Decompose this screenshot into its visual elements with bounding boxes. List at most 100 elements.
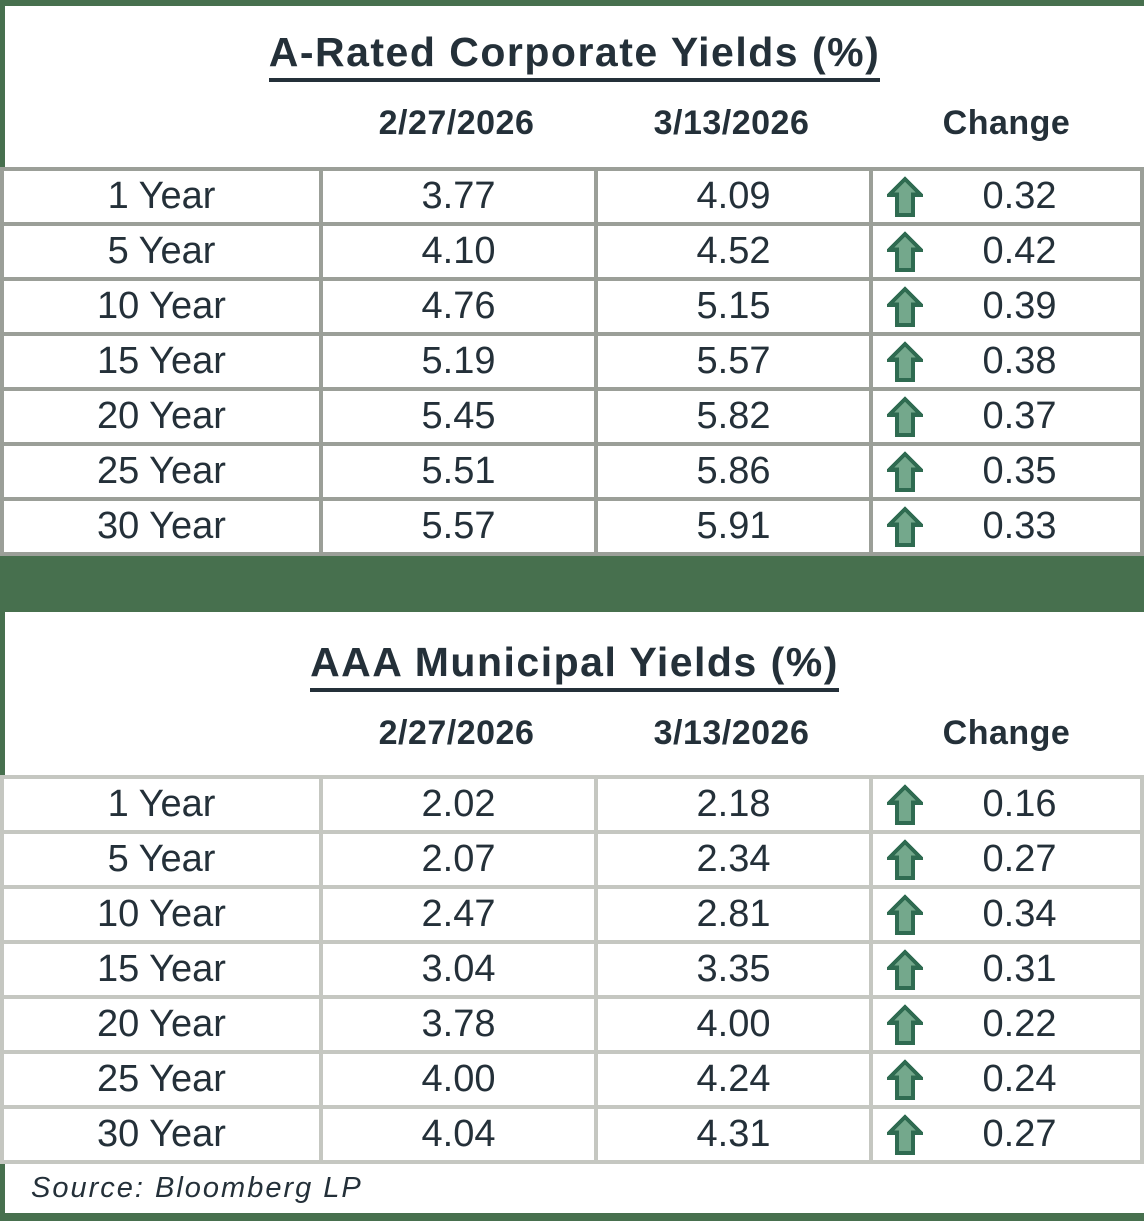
change-cell: 0.27 <box>869 830 1140 885</box>
maturity-label: 15 Year <box>0 940 319 995</box>
table-row: 25 Year 5.51 5.86 0.35 <box>0 442 1140 497</box>
table-row: 25 Year 4.00 4.24 0.24 <box>0 1050 1140 1105</box>
maturity-label: 10 Year <box>0 885 319 940</box>
change-value: 0.33 <box>982 505 1057 547</box>
column-header-prev-date: 2/27/2026 <box>378 104 535 143</box>
top-accent-bar <box>0 0 1144 6</box>
curr-yield-value: 4.52 <box>594 222 869 277</box>
curr-yield-value: 4.00 <box>594 995 869 1050</box>
curr-yield-value: 2.18 <box>594 775 869 830</box>
table-row: 15 Year 3.04 3.35 0.31 <box>0 940 1140 995</box>
up-arrow-icon <box>887 1058 923 1101</box>
change-value: 0.16 <box>982 783 1057 825</box>
curr-yield-value: 5.57 <box>594 332 869 387</box>
column-headers: 2/27/2026 3/13/2026 Change <box>5 104 1144 143</box>
table-row: 30 Year 4.04 4.31 0.27 <box>0 1105 1140 1160</box>
prev-yield-value: 5.57 <box>319 497 594 552</box>
change-cell: 0.31 <box>869 940 1140 995</box>
table-row: 20 Year 3.78 4.00 0.22 <box>0 995 1140 1050</box>
change-cell: 0.16 <box>869 775 1140 830</box>
prev-yield-value: 4.00 <box>319 1050 594 1105</box>
change-value: 0.22 <box>982 1003 1057 1045</box>
table-row: 5 Year 4.10 4.52 0.42 <box>0 222 1140 277</box>
up-arrow-icon <box>887 395 923 438</box>
table-title: A-Rated Corporate Yields (%) <box>268 30 881 83</box>
maturity-label: 20 Year <box>0 995 319 1050</box>
prev-yield-value: 2.02 <box>319 775 594 830</box>
prev-yield-value: 3.04 <box>319 940 594 995</box>
maturity-label: 25 Year <box>0 442 319 497</box>
change-value: 0.35 <box>982 450 1057 492</box>
change-cell: 0.42 <box>869 222 1140 277</box>
table-row: 1 Year 2.02 2.18 0.16 <box>0 775 1140 830</box>
table-row: 1 Year 3.77 4.09 0.32 <box>0 167 1140 222</box>
up-arrow-icon <box>887 450 923 493</box>
curr-yield-value: 5.86 <box>594 442 869 497</box>
maturity-label: 15 Year <box>0 332 319 387</box>
up-arrow-icon <box>887 285 923 328</box>
table-row: 30 Year 5.57 5.91 0.33 <box>0 497 1140 552</box>
change-value: 0.34 <box>982 893 1057 935</box>
curr-yield-value: 4.09 <box>594 167 869 222</box>
corporate-yields-table: 1 Year 3.77 4.09 0.32 5 Year 4.10 4.52 0.42 10… <box>0 167 1144 556</box>
change-value: 0.27 <box>982 1113 1057 1155</box>
maturity-label: 30 Year <box>0 497 319 552</box>
change-value: 0.38 <box>982 340 1057 382</box>
prev-yield-value: 2.07 <box>319 830 594 885</box>
up-arrow-icon <box>887 838 923 881</box>
table-row: 5 Year 2.07 2.34 0.27 <box>0 830 1140 885</box>
change-cell: 0.35 <box>869 442 1140 497</box>
column-headers: 2/27/2026 3/13/2026 Change <box>5 714 1144 753</box>
divider-band <box>0 556 1144 612</box>
column-header-change: Change <box>942 714 1071 753</box>
prev-yield-value: 3.77 <box>319 167 594 222</box>
change-cell: 0.38 <box>869 332 1140 387</box>
maturity-label: 1 Year <box>0 775 319 830</box>
change-cell: 0.22 <box>869 995 1140 1050</box>
up-arrow-icon <box>887 340 923 383</box>
prev-yield-value: 4.76 <box>319 277 594 332</box>
curr-yield-value: 2.34 <box>594 830 869 885</box>
maturity-label: 5 Year <box>0 222 319 277</box>
maturity-label: 30 Year <box>0 1105 319 1160</box>
change-cell: 0.34 <box>869 885 1140 940</box>
maturity-label: 1 Year <box>0 167 319 222</box>
municipal-yields-table: 1 Year 2.02 2.18 0.16 5 Year 2.07 2.34 0.27 10… <box>0 775 1144 1164</box>
prev-yield-value: 4.10 <box>319 222 594 277</box>
up-arrow-icon <box>887 175 923 218</box>
maturity-label: 10 Year <box>0 277 319 332</box>
curr-yield-value: 2.81 <box>594 885 869 940</box>
change-value: 0.24 <box>982 1058 1057 1100</box>
change-cell: 0.32 <box>869 167 1140 222</box>
bottom-accent-bar <box>0 1213 1144 1221</box>
up-arrow-icon <box>887 1113 923 1156</box>
change-value: 0.42 <box>982 230 1057 272</box>
change-cell: 0.24 <box>869 1050 1140 1105</box>
column-header-change: Change <box>942 104 1071 143</box>
maturity-label: 5 Year <box>0 830 319 885</box>
municipal-yields-section: AAA Municipal Yields (%) 2/27/2026 3/13/… <box>0 612 1144 775</box>
curr-yield-value: 4.24 <box>594 1050 869 1105</box>
change-cell: 0.37 <box>869 387 1140 442</box>
corporate-yields-section: A-Rated Corporate Yields (%) 2/27/2026 3… <box>0 6 1144 167</box>
prev-yield-value: 4.04 <box>319 1105 594 1160</box>
up-arrow-icon <box>887 1003 923 1046</box>
change-cell: 0.39 <box>869 277 1140 332</box>
column-header-curr-date: 3/13/2026 <box>653 714 810 753</box>
change-value: 0.39 <box>982 285 1057 327</box>
up-arrow-icon <box>887 230 923 273</box>
maturity-label: 20 Year <box>0 387 319 442</box>
change-value: 0.37 <box>982 395 1057 437</box>
table-row: 15 Year 5.19 5.57 0.38 <box>0 332 1140 387</box>
up-arrow-icon <box>887 783 923 826</box>
up-arrow-icon <box>887 893 923 936</box>
up-arrow-icon <box>887 505 923 548</box>
up-arrow-icon <box>887 948 923 991</box>
change-value: 0.31 <box>982 948 1057 990</box>
maturity-label: 25 Year <box>0 1050 319 1105</box>
change-value: 0.32 <box>982 175 1057 217</box>
table-row: 20 Year 5.45 5.82 0.37 <box>0 387 1140 442</box>
column-header-curr-date: 3/13/2026 <box>653 104 810 143</box>
column-header-maturity <box>5 104 319 143</box>
